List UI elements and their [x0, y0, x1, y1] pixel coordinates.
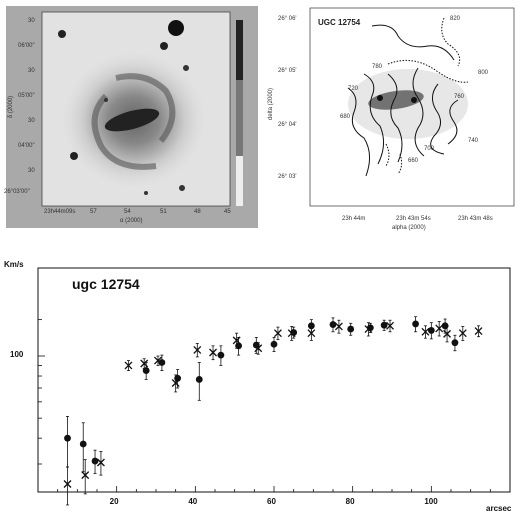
contour-label: 800: [478, 70, 489, 76]
right-ra-tick: 23h 44m: [342, 216, 366, 222]
circle-data-point: [347, 322, 355, 336]
left-dec-tick: 30: [28, 118, 35, 124]
cross-data-point: [154, 355, 162, 366]
x-tick-label: 80: [345, 497, 355, 506]
circle-data-point: [158, 354, 166, 371]
left-dec-tick: 30: [28, 68, 35, 74]
cross-data-point: [193, 343, 202, 358]
right-xlabel: alpha (2000): [392, 225, 426, 231]
right-dec-tick: 26° 05': [278, 68, 297, 74]
circle-data-point: [195, 362, 203, 401]
circle-data-point: [270, 337, 278, 353]
y-axis-label: Km/s: [4, 260, 24, 269]
contour-label: 700: [424, 146, 435, 152]
cross-data-point: [458, 326, 467, 341]
left-dec-tick: 30: [28, 18, 35, 24]
cross-data-point: [209, 345, 217, 361]
cross-data-point: [140, 358, 149, 369]
x-axis-label: arcsec: [486, 504, 512, 513]
cross-data-point: [81, 459, 90, 495]
cross-data-point: [435, 321, 444, 337]
contour-label: 680: [340, 114, 351, 120]
left-ylabel: δ (2000): [8, 95, 15, 119]
x-tick-label: 60: [267, 497, 276, 506]
x-tick-label: 40: [188, 497, 198, 506]
left-ra-tick: 48: [194, 209, 201, 215]
y-tick-label: 100: [10, 350, 24, 359]
right-ylabel: delta (2000): [268, 87, 274, 120]
velocity-field-panel: UGC 12754 820 780 800 720 760 680 740 70…: [268, 4, 518, 234]
right-dec-tick: 26° 06': [278, 16, 297, 22]
right-dec-tick: 26° 03': [278, 174, 297, 180]
left-dec-tick: 30: [28, 168, 35, 174]
circle-data-point: [427, 322, 435, 340]
left-ra-tick: 57: [90, 209, 97, 215]
left-dec-tick: 26°03'00": [4, 189, 30, 195]
left-ra-tick: 54: [124, 209, 131, 215]
circle-data-point: [64, 416, 71, 468]
circle-data-point: [79, 422, 87, 473]
cross-data-point: [421, 325, 430, 339]
optical-image: [41, 11, 243, 207]
cross-data-point: [364, 322, 373, 337]
circle-data-point: [329, 317, 337, 333]
right-ra-tick: 23h 43m 54s: [396, 216, 431, 222]
left-xlabel: α (2000): [120, 218, 143, 224]
plot-frame: [37, 267, 511, 493]
cross-data-point: [171, 374, 180, 393]
rotation-curve-chart: ugc 12754 Km/s arcsec 20 40 60 80 100 100: [0, 252, 520, 529]
left-ra-tick: 45: [224, 209, 231, 215]
contour-label: 660: [408, 158, 419, 164]
cross-data-point: [287, 326, 296, 341]
cross-data-point: [254, 342, 263, 355]
contour-label: 820: [450, 16, 461, 22]
left-ra-tick: 23h44m09s: [44, 209, 76, 215]
cross-data-point: [232, 332, 241, 349]
left-ra-tick: 51: [160, 209, 167, 215]
circle-data-point: [91, 449, 99, 474]
cross-data-point: [96, 451, 105, 476]
cross-data-point: [124, 360, 133, 371]
object-name-label: UGC 12754: [318, 18, 361, 27]
left-dec-tick: 05'00": [18, 93, 35, 99]
right-ra-tick: 23h 43m 48s: [458, 216, 493, 222]
cross-data-point: [474, 325, 483, 338]
contour-label: 760: [454, 94, 465, 100]
circle-data-point: [412, 316, 419, 333]
left-dec-tick: 04'00": [18, 143, 35, 149]
rotation-curve-svg: [37, 267, 511, 506]
velocity-field: [309, 7, 515, 207]
right-dec-tick: 26° 04': [278, 122, 297, 128]
left-dec-tick: 06'00": [18, 43, 35, 49]
circle-data-point: [380, 319, 388, 331]
circle-data-point: [217, 345, 225, 366]
optical-image-panel: δ (2000) 30 06'00" 30 05'00" 30 04'00" 3…: [4, 6, 258, 228]
x-tick-label: 100: [424, 497, 438, 506]
x-tick-label: 20: [109, 497, 119, 506]
chart-title: ugc 12754: [72, 276, 140, 292]
cross-data-point: [334, 319, 343, 334]
contour-label: 720: [348, 86, 359, 92]
cross-data-point: [273, 326, 282, 341]
cross-data-point: [63, 466, 72, 506]
cross-data-point: [307, 326, 316, 341]
contour-label: 740: [468, 138, 479, 144]
cross-data-point: [386, 319, 394, 333]
cross-data-point: [443, 326, 452, 343]
contour-label: 780: [372, 64, 383, 70]
circle-data-point: [451, 334, 459, 352]
